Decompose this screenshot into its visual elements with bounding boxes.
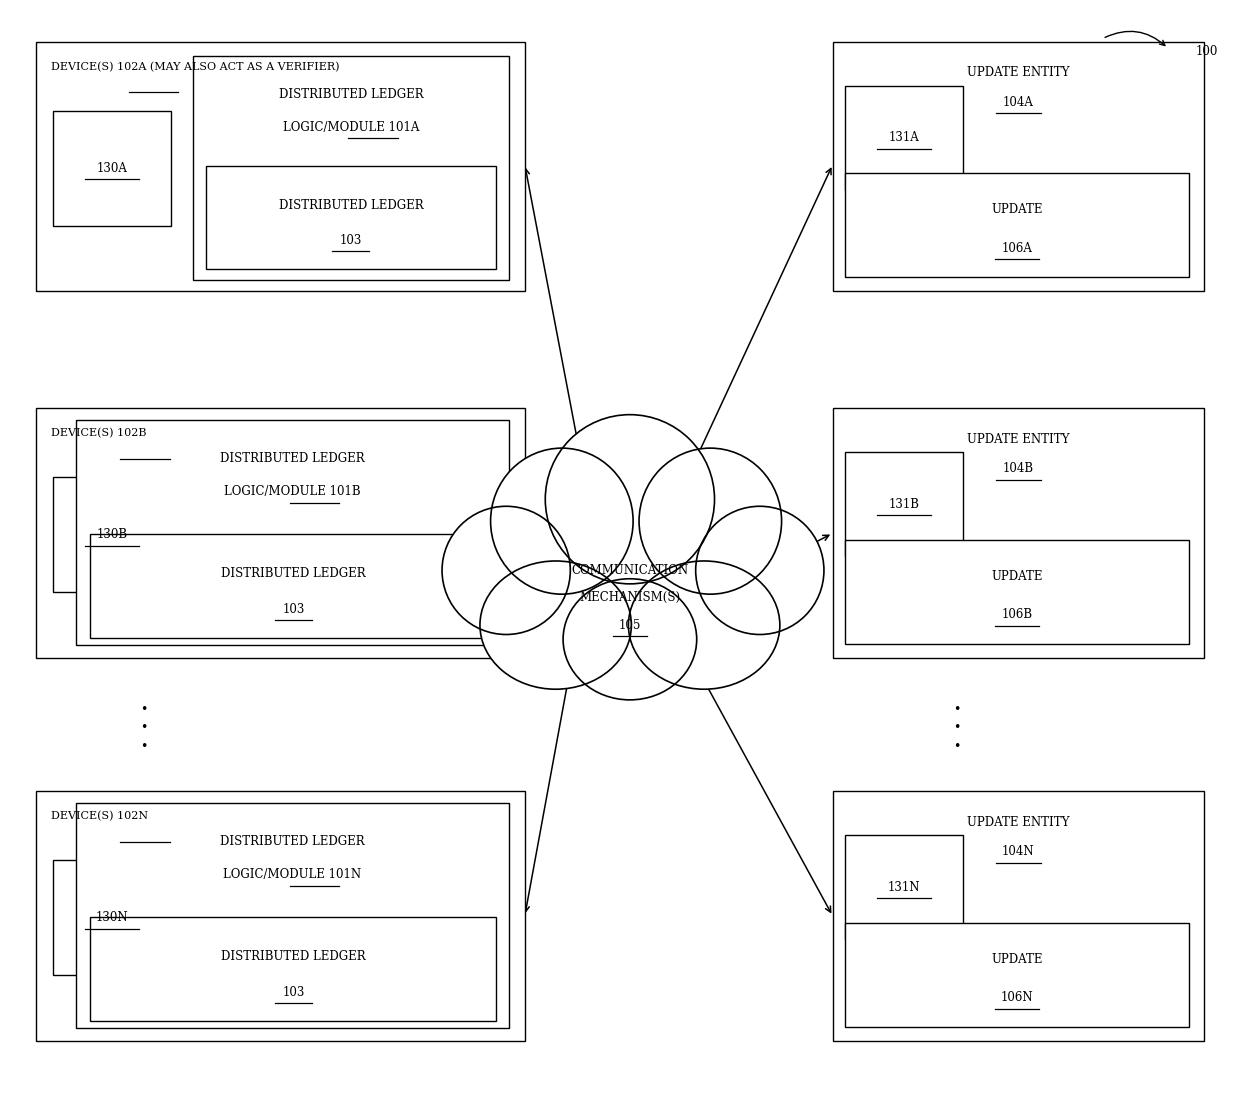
Text: DISTRIBUTED LEDGER: DISTRIBUTED LEDGER (219, 452, 365, 465)
Text: 103: 103 (283, 985, 305, 998)
Text: •: • (952, 722, 960, 735)
Bar (846, 923, 1189, 1027)
Bar (846, 173, 1189, 278)
Ellipse shape (629, 561, 780, 689)
Text: COMMUNICATION: COMMUNICATION (572, 564, 688, 577)
Text: •: • (952, 703, 960, 716)
Ellipse shape (546, 415, 714, 584)
Text: UPDATE: UPDATE (992, 203, 1043, 216)
Text: 105: 105 (619, 619, 641, 632)
Bar (91, 534, 496, 638)
Bar (53, 477, 171, 592)
Bar (36, 791, 525, 1041)
Bar (206, 166, 496, 270)
Bar (53, 860, 171, 975)
Text: DEVICE(S) 102B: DEVICE(S) 102B (51, 428, 146, 439)
Bar (846, 835, 962, 939)
Text: 106N: 106N (1001, 991, 1033, 1004)
Bar (833, 408, 1204, 658)
Text: DISTRIBUTED LEDGER: DISTRIBUTED LEDGER (279, 88, 423, 101)
Text: 130A: 130A (97, 161, 128, 174)
Ellipse shape (480, 561, 631, 689)
Bar (846, 540, 1189, 644)
Text: 104A: 104A (1003, 95, 1034, 109)
Text: LOGIC/MODULE 101B: LOGIC/MODULE 101B (224, 485, 361, 498)
Text: DISTRIBUTED LEDGER: DISTRIBUTED LEDGER (221, 950, 366, 963)
Text: UPDATE ENTITY: UPDATE ENTITY (967, 815, 1070, 828)
Bar (193, 56, 508, 281)
Text: •: • (140, 722, 148, 735)
Text: 106A: 106A (1002, 241, 1033, 255)
Text: LOGIC/MODULE 101N: LOGIC/MODULE 101N (223, 868, 361, 881)
Text: UPDATE ENTITY: UPDATE ENTITY (967, 432, 1070, 445)
Bar (76, 803, 508, 1028)
Text: 103: 103 (340, 234, 362, 247)
Text: 131B: 131B (888, 498, 919, 511)
Ellipse shape (441, 507, 570, 634)
Text: •: • (140, 703, 148, 716)
Text: 106B: 106B (1002, 608, 1033, 621)
Text: MECHANISM(S): MECHANISM(S) (579, 591, 681, 604)
Text: 103: 103 (283, 602, 305, 615)
Bar (36, 42, 525, 292)
Text: 131A: 131A (889, 132, 919, 144)
FancyArrowPatch shape (1105, 32, 1164, 46)
Ellipse shape (491, 448, 634, 595)
Text: UPDATE ENTITY: UPDATE ENTITY (967, 66, 1070, 79)
Text: DEVICE(S) 102N: DEVICE(S) 102N (51, 811, 148, 822)
Text: UPDATE: UPDATE (992, 569, 1043, 583)
Text: 131N: 131N (888, 881, 920, 894)
Bar (76, 420, 508, 645)
Text: 100: 100 (1195, 45, 1218, 58)
Ellipse shape (563, 579, 697, 700)
Text: DEVICE(S) 102A (MAY ALSO ACT AS A VERIFIER): DEVICE(S) 102A (MAY ALSO ACT AS A VERIFI… (51, 61, 340, 72)
Text: DISTRIBUTED LEDGER: DISTRIBUTED LEDGER (221, 567, 366, 580)
Text: •: • (952, 740, 960, 753)
Text: 130N: 130N (95, 912, 129, 925)
Text: DISTRIBUTED LEDGER: DISTRIBUTED LEDGER (279, 199, 423, 212)
Text: LOGIC/MODULE 101A: LOGIC/MODULE 101A (283, 121, 419, 134)
Ellipse shape (639, 448, 781, 595)
Bar (53, 111, 171, 226)
Text: 104B: 104B (1003, 462, 1034, 475)
Text: DISTRIBUTED LEDGER: DISTRIBUTED LEDGER (219, 835, 365, 848)
Bar (846, 452, 962, 556)
Bar (846, 86, 962, 190)
Text: •: • (140, 740, 148, 753)
Ellipse shape (696, 507, 823, 634)
Bar (833, 42, 1204, 292)
Bar (36, 408, 525, 658)
Bar (833, 791, 1204, 1041)
Text: 104N: 104N (1002, 845, 1034, 858)
Bar (91, 917, 496, 1021)
Text: 130B: 130B (97, 529, 128, 541)
Text: UPDATE: UPDATE (992, 952, 1043, 965)
